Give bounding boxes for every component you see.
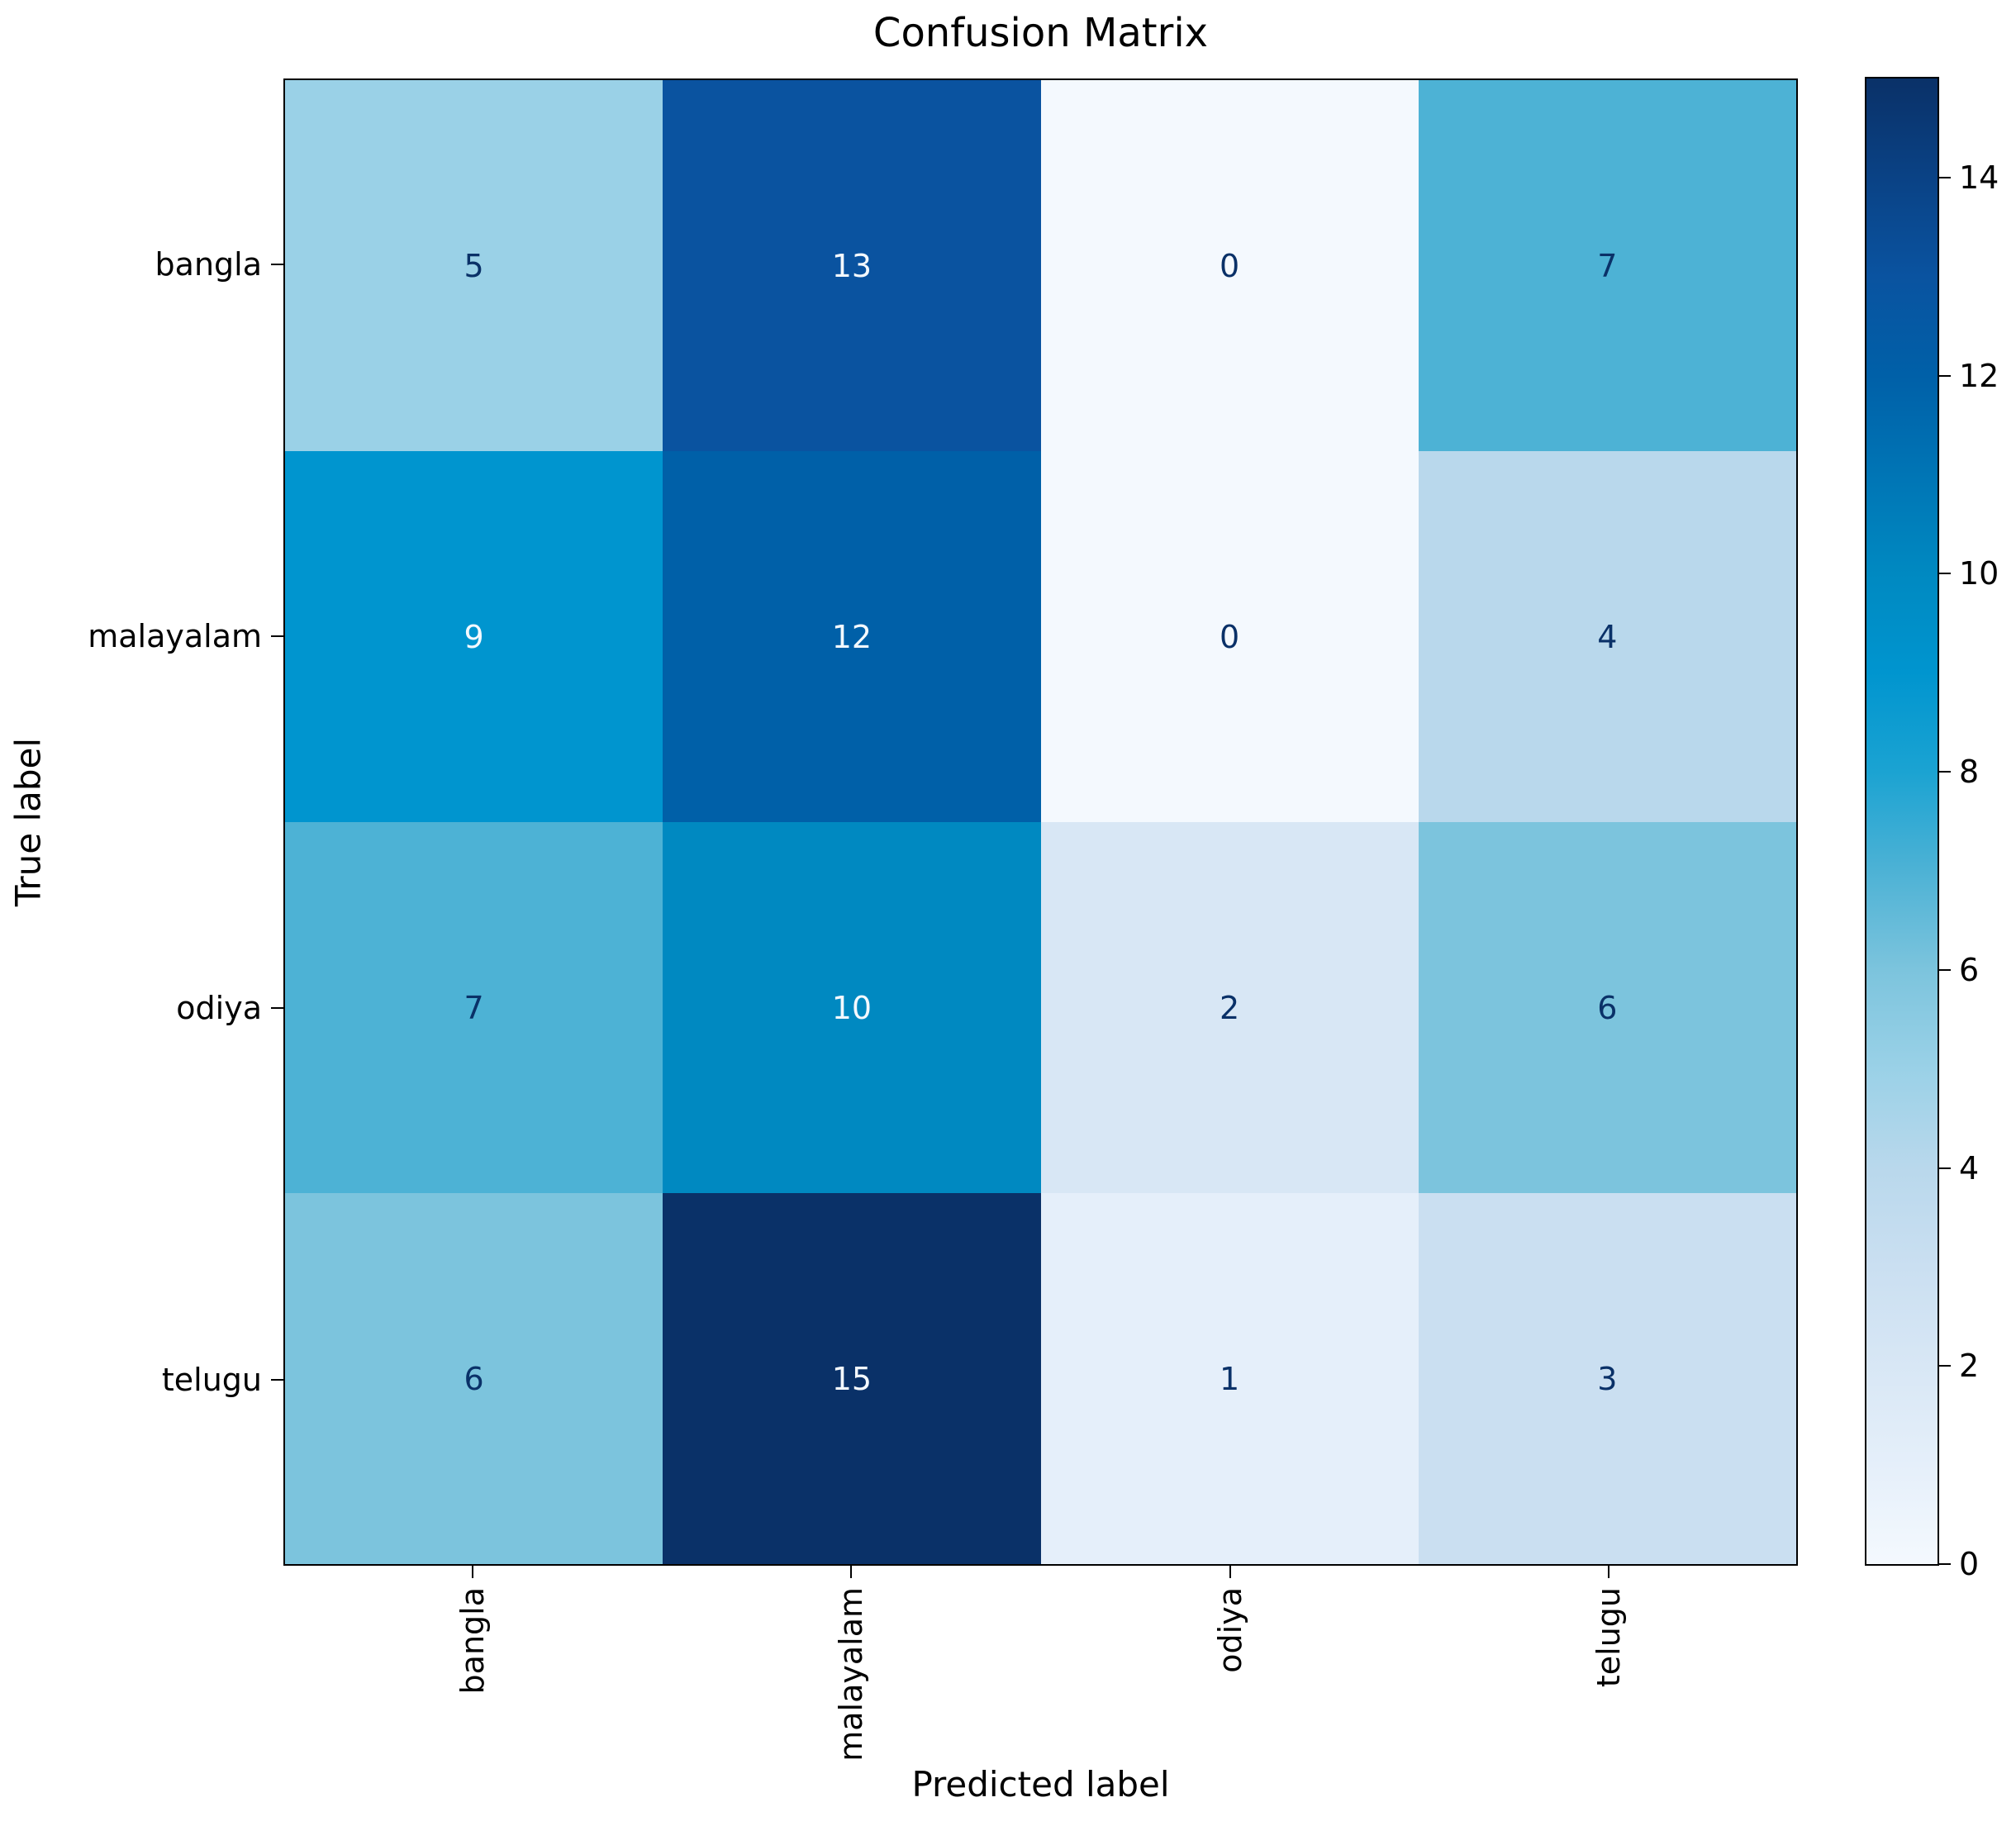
heatmap-cell-value: 0	[1040, 80, 1419, 451]
colorbar-tick-label: 14	[1959, 159, 1999, 196]
heatmap-cell-value: 0	[1040, 451, 1419, 822]
colorbar-tick-mark	[1938, 1563, 1951, 1565]
colorbar-tick-mark	[1938, 1365, 1951, 1367]
colorbar-tick-label: 0	[1959, 1546, 1980, 1582]
colorbar-tick-label: 8	[1959, 754, 1980, 791]
y-tick-mark	[271, 1007, 283, 1009]
colorbar-gradient	[1866, 78, 1938, 1564]
heatmap-cell-value: 12	[663, 451, 1041, 822]
x-tick-mark	[472, 1566, 474, 1578]
x-tick-label: malayalam	[833, 1587, 870, 1762]
x-tick-mark	[850, 1566, 853, 1578]
y-tick-label: malayalam	[88, 618, 262, 654]
heatmap-cell-value: 6	[1418, 822, 1796, 1193]
heatmap-cell-value: 7	[285, 822, 663, 1193]
y-axis-ticks: bangla malayalam odiya telugu	[0, 78, 283, 1566]
y-tick-mark	[271, 635, 283, 637]
heatmap-cell-value: 10	[663, 822, 1041, 1193]
colorbar-tick-mark	[1938, 771, 1951, 773]
colorbar-tick-mark	[1938, 176, 1951, 178]
heatmap-cell-value: 2	[1040, 822, 1419, 1193]
heatmap-cell-value: 7	[1418, 80, 1796, 451]
heatmap-cell-value: 13	[663, 80, 1041, 451]
heatmap-cell-value: 1	[1040, 1193, 1419, 1564]
x-tick-mark	[1607, 1566, 1609, 1578]
heatmap-grid: 5 13 0 7 9 12 0 4 7 10 2 6 6 15 1 3	[285, 80, 1796, 1564]
colorbar-tick-label: 6	[1959, 951, 1980, 988]
colorbar-tick-mark	[1938, 1167, 1951, 1169]
heatmap-cell-value: 6	[285, 1193, 663, 1564]
x-tick-label: telugu	[1590, 1587, 1627, 1688]
colorbar-tick-label: 10	[1959, 555, 1999, 592]
y-tick-label: telugu	[161, 1362, 262, 1398]
y-tick-label: bangla	[155, 246, 262, 283]
heatmap-cell-value: 15	[663, 1193, 1041, 1564]
x-axis-ticks: bangla malayalam odiya telugu	[283, 1566, 1798, 1814]
colorbar: 0 2 4 6 8 10 12 14	[1865, 77, 1999, 1582]
colorbar-tick-mark	[1938, 374, 1951, 377]
y-tick-mark	[271, 1379, 283, 1381]
x-tick-mark	[1229, 1566, 1231, 1578]
x-axis-title: Predicted label	[911, 1764, 1170, 1805]
heatmap-plot-area: 5 13 0 7 9 12 0 4 7 10 2 6 6 15 1 3	[283, 78, 1798, 1566]
heatmap-cell-value: 3	[1418, 1193, 1796, 1564]
y-tick-label: odiya	[176, 990, 262, 1026]
y-tick-mark	[271, 264, 283, 265]
heatmap-cell-value: 9	[285, 451, 663, 822]
colorbar-tick-mark	[1938, 968, 1951, 971]
chart-title: Confusion Matrix	[872, 10, 1209, 56]
colorbar-tick-label: 2	[1959, 1348, 1980, 1385]
colorbar-tick-label: 12	[1959, 357, 1999, 394]
heatmap-cell-value: 5	[285, 80, 663, 451]
x-tick-label: bangla	[454, 1587, 492, 1695]
x-tick-label: odiya	[1211, 1587, 1248, 1673]
colorbar-tick-label: 4	[1959, 1149, 1980, 1186]
colorbar-tick-mark	[1938, 573, 1951, 575]
heatmap-cell-value: 4	[1418, 451, 1796, 822]
